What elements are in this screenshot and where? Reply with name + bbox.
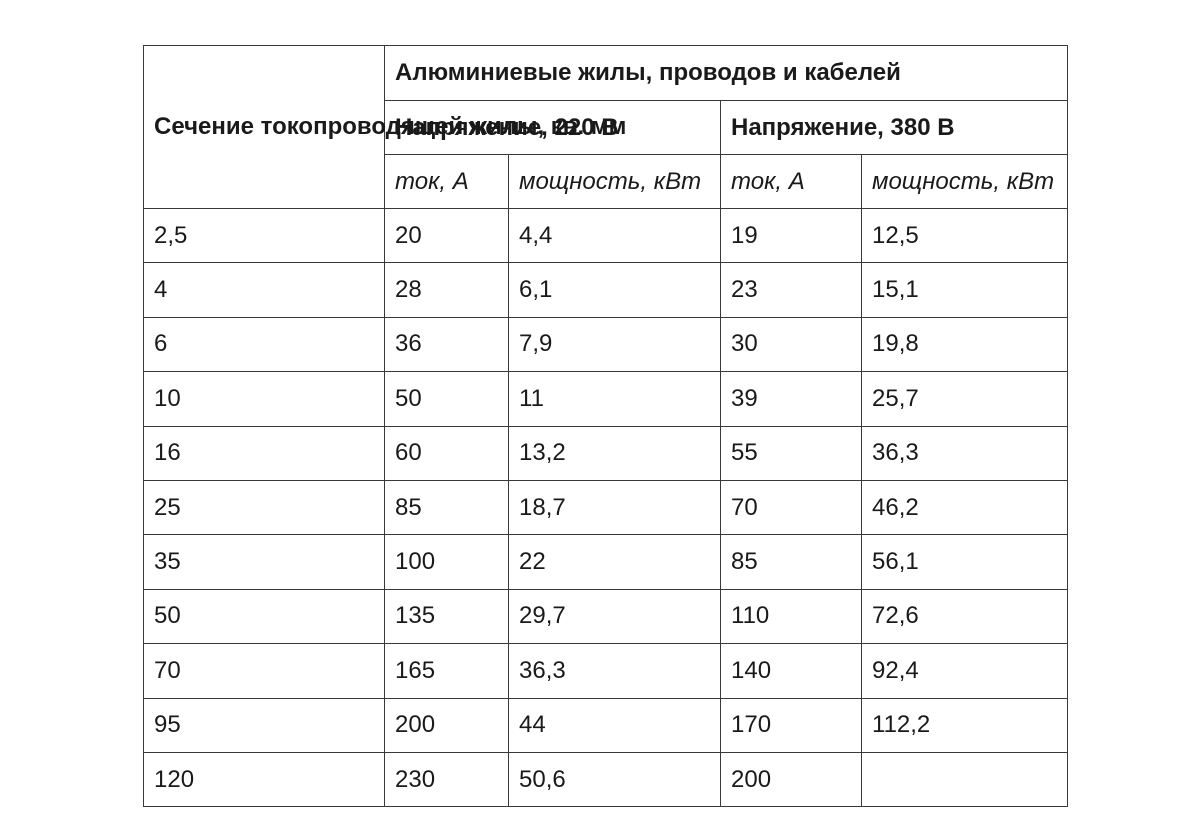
power-380-cell: 19,8 [861, 316, 1068, 373]
table-row: 95 200 44 170 112,2 [143, 697, 1068, 753]
power-380-cell [861, 751, 1068, 808]
table-row: 2,5 20 4,4 19 12,5 [143, 207, 1068, 264]
aluminium-group-header: Алюминиевые жилы, проводов и кабелей [384, 45, 1068, 101]
current-220-cell: 85 [384, 479, 509, 536]
table-row: 120 230 50,6 200 [143, 751, 1068, 808]
power-380-cell: 15,1 [861, 262, 1068, 318]
current-220-cell: 100 [384, 534, 509, 590]
current-380-cell: 110 [720, 588, 862, 645]
power-220-header: мощность, кВт [508, 154, 721, 209]
current-380-cell: 85 [720, 534, 862, 590]
power-220-cell: 44 [508, 697, 721, 753]
cross-section-cell: 16 [143, 425, 385, 481]
current-380-header: ток, А [720, 154, 862, 209]
power-220-cell: 18,7 [508, 479, 721, 536]
power-380-cell: 92,4 [861, 643, 1068, 699]
power-220-cell: 6,1 [508, 262, 721, 318]
power-220-cell: 22 [508, 534, 721, 590]
header-row-group: Сечение токопроводящей жилы, кв. мм Алюм… [143, 45, 1068, 209]
power-220-cell: 13,2 [508, 425, 721, 481]
voltage-220-header: Напряжение, 220 В [384, 100, 721, 155]
current-220-cell: 50 [384, 371, 509, 427]
current-220-cell: 135 [384, 588, 509, 645]
current-220-cell: 165 [384, 643, 509, 699]
power-380-cell: 56,1 [861, 534, 1068, 590]
current-220-cell: 60 [384, 425, 509, 481]
cross-section-cell: 10 [143, 371, 385, 427]
cross-section-header: Сечение токопроводящей жилы, кв. мм [143, 45, 626, 209]
current-380-cell: 140 [720, 643, 862, 699]
current-220-cell: 36 [384, 316, 509, 373]
table-row: 16 60 13,2 55 36,3 [143, 425, 1068, 481]
current-380-cell: 70 [720, 479, 862, 536]
cross-section-cell: 4 [143, 262, 385, 318]
current-220-cell: 230 [384, 751, 509, 808]
current-220-cell: 20 [384, 207, 509, 264]
current-220-cell: 200 [384, 697, 509, 753]
cross-section-cell: 2,5 [143, 207, 385, 264]
power-220-cell: 4,4 [508, 207, 721, 264]
cross-section-cell: 95 [143, 697, 385, 753]
header-row-voltage: Напряжение, 220 В Напряжение, 380 В [144, 100, 1068, 155]
power-380-cell: 46,2 [861, 479, 1068, 536]
table-row: 10 50 11 39 25,7 [143, 371, 1068, 427]
table-row: 70 165 36,3 140 92,4 [143, 643, 1068, 699]
cross-section-cell: 120 [143, 751, 385, 808]
table-row: 25 85 18,7 70 46,2 [143, 479, 1068, 536]
power-380-cell: 112,2 [861, 697, 1068, 753]
power-220-cell: 36,3 [508, 643, 721, 699]
power-220-cell: 11 [508, 371, 721, 427]
power-380-cell: 72,6 [861, 588, 1068, 645]
power-220-cell: 7,9 [508, 316, 721, 373]
power-220-cell: 50,6 [508, 751, 721, 808]
current-380-cell: 39 [720, 371, 862, 427]
table-row: 35 100 22 85 56,1 [143, 534, 1068, 590]
current-380-cell: 30 [720, 316, 862, 373]
power-380-header: мощность, кВт [861, 154, 1068, 209]
power-380-cell: 36,3 [861, 425, 1068, 481]
current-220-header: ток, А [384, 154, 509, 209]
current-380-cell: 19 [720, 207, 862, 264]
power-220-cell: 29,7 [508, 588, 721, 645]
current-380-cell: 55 [720, 425, 862, 481]
cross-section-cell: 25 [143, 479, 385, 536]
table-row: 6 36 7,9 30 19,8 [143, 316, 1068, 373]
cross-section-cell: 35 [143, 534, 385, 590]
cross-section-cell: 6 [143, 316, 385, 373]
current-220-cell: 28 [384, 262, 509, 318]
cable-capacity-table: Сечение токопроводящей жилы, кв. мм Алюм… [143, 45, 1068, 808]
cross-section-cell: 50 [143, 588, 385, 645]
current-380-cell: 200 [720, 751, 862, 808]
current-380-cell: 23 [720, 262, 862, 318]
table-row: 4 28 6,1 23 15,1 [143, 262, 1068, 318]
voltage-380-header: Напряжение, 380 В [720, 100, 1068, 155]
power-380-cell: 25,7 [861, 371, 1068, 427]
power-380-cell: 12,5 [861, 207, 1068, 264]
cross-section-cell: 70 [143, 643, 385, 699]
table-row: 50 135 29,7 110 72,6 [143, 588, 1068, 645]
current-380-cell: 170 [720, 697, 862, 753]
